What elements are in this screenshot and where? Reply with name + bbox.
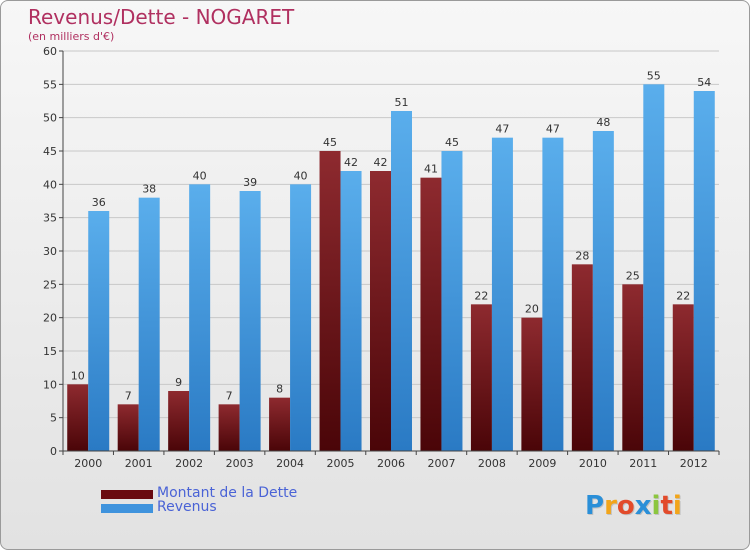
legend-swatch-revenus	[101, 504, 153, 513]
bars	[67, 84, 715, 452]
data-label-dette-2006: 42	[374, 156, 388, 169]
bar-revenus-2009	[542, 137, 564, 451]
bar-dette-2008	[470, 304, 492, 451]
legend-swatch-dette	[101, 490, 153, 499]
y-tick-label: 20	[43, 312, 57, 325]
x-tick-label-2011: 2011	[629, 457, 657, 470]
y-tick-label: 45	[43, 145, 57, 158]
bar-revenus-2011	[643, 84, 665, 451]
axes: 0 5 10 15 20 25 30 35 40 45 50 55 60 2000 2001 2002 2003…	[43, 45, 720, 470]
data-label-revenus-2003: 39	[243, 176, 257, 189]
bar-revenus-2006	[391, 111, 412, 451]
y-tick-label: 15	[43, 345, 57, 358]
bar-revenus-2004	[290, 184, 312, 452]
data-label-revenus-2001: 38	[142, 183, 156, 196]
data-label-revenus-2011: 55	[647, 69, 661, 82]
y-tick-label: 60	[43, 45, 57, 58]
bar-dette-2001	[117, 404, 139, 451]
data-label-revenus-2002: 40	[193, 169, 207, 182]
y-tick-label: 25	[43, 278, 57, 291]
bar-revenus-2002	[189, 184, 211, 452]
bar-dette-2002	[168, 391, 190, 451]
x-tick-label-2002: 2002	[175, 457, 203, 470]
data-label-revenus-2005: 42	[344, 156, 358, 169]
data-label-dette-2007: 41	[424, 163, 438, 176]
x-tick-label-2007: 2007	[427, 457, 455, 470]
legend-label-revenus: Revenus	[157, 499, 217, 515]
bar-dette-2000	[67, 384, 89, 451]
proxiti-logo: Proxiti	[585, 491, 682, 521]
bar-dette-2007	[420, 177, 442, 451]
bar-revenus-2001	[138, 197, 160, 451]
y-tick-label: 50	[43, 112, 57, 125]
bar-dette-2009	[521, 317, 543, 451]
logo-letter: o	[616, 491, 635, 521]
bar-revenus-2005	[340, 171, 362, 451]
logo-letter: i	[672, 491, 682, 521]
chart-title: Revenus/Dette - NOGARET	[28, 5, 295, 29]
x-tick-label-2008: 2008	[478, 457, 506, 470]
y-tick-label: 10	[43, 378, 57, 391]
data-label-dette-2000: 10	[71, 369, 85, 382]
bar-dette-2005	[319, 151, 341, 451]
x-tick-label-2004: 2004	[276, 457, 304, 470]
data-label-dette-2001: 7	[125, 389, 132, 402]
x-tick-label-2003: 2003	[226, 457, 254, 470]
data-label-revenus-2000: 36	[92, 196, 106, 209]
data-label-revenus-2010: 48	[596, 116, 610, 129]
x-tick-label-2001: 2001	[125, 457, 153, 470]
data-label-revenus-2006: 51	[395, 96, 409, 109]
bar-dette-2012	[672, 304, 694, 451]
data-label-dette-2002: 9	[175, 376, 182, 389]
data-label-dette-2008: 22	[474, 289, 488, 302]
y-tick-label: 5	[50, 412, 57, 425]
logo-letter: x	[634, 491, 652, 521]
data-label-dette-2004: 8	[276, 383, 283, 396]
bar-revenus-2000	[88, 211, 110, 451]
logo-letter: t	[660, 491, 673, 521]
x-tick-label-2000: 2000	[74, 457, 102, 470]
bar-dette-2004	[269, 397, 291, 451]
x-tick-label-2006: 2006	[377, 457, 405, 470]
chart-subtitle: (en milliers d'€)	[28, 30, 115, 43]
x-tick-label-2005: 2005	[327, 457, 355, 470]
data-label-revenus-2007: 45	[445, 136, 459, 149]
bar-revenus-2003	[239, 191, 261, 451]
y-tick-label: 40	[43, 178, 57, 191]
y-tick-label: 0	[50, 445, 57, 458]
data-label-dette-2003: 7	[226, 389, 233, 402]
bar-dette-2003	[218, 404, 240, 451]
bar-revenus-2008	[491, 137, 513, 451]
bar-dette-2010	[571, 264, 593, 451]
x-tick-label-2010: 2010	[579, 457, 607, 470]
logo-letter: i	[651, 491, 661, 521]
data-label-revenus-2008: 47	[495, 123, 509, 136]
bar-dette-2006	[370, 171, 391, 451]
data-label-dette-2011: 25	[626, 269, 640, 282]
y-tick-label: 35	[43, 212, 57, 225]
legend-label-dette: Montant de la Dette	[157, 485, 298, 501]
x-tick-label-2012: 2012	[680, 457, 708, 470]
x-tick-label-2009: 2009	[528, 457, 556, 470]
y-tick-label: 55	[43, 78, 57, 91]
bar-revenus-2007	[441, 151, 463, 451]
logo-letter: r	[604, 491, 617, 521]
y-tick-label: 30	[43, 245, 57, 258]
data-label-dette-2012: 22	[676, 289, 690, 302]
bar-revenus-2010	[592, 131, 614, 451]
data-label-dette-2010: 28	[575, 249, 589, 262]
data-label-dette-2009: 20	[525, 303, 539, 316]
data-label-revenus-2004: 40	[294, 169, 308, 182]
data-label-revenus-2009: 47	[546, 123, 560, 136]
logo-letter: P	[585, 491, 605, 521]
bar-dette-2011	[622, 284, 644, 451]
data-labels: 10 36 7 38 9 40 7 39 8 40 45 42 42 51 41 45 22 47 20 47 28 48…	[71, 69, 712, 402]
bar-revenus-2012	[693, 91, 715, 451]
data-label-dette-2005: 45	[323, 136, 337, 149]
data-label-revenus-2012: 54	[697, 76, 711, 89]
